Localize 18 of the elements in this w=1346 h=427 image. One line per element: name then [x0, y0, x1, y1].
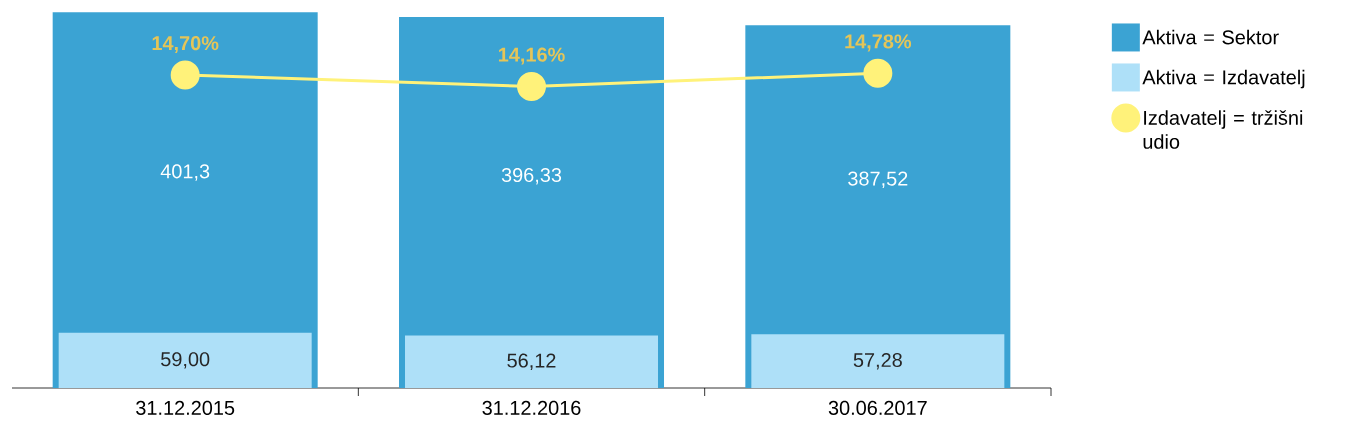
bar [751, 334, 1005, 388]
legend-label: Aktiva = Izdavatelj [1142, 69, 1305, 89]
data-label: 57,28 [853, 352, 902, 370]
data-label: 14,70% [152, 36, 219, 54]
bar [405, 335, 659, 388]
legend-label: Aktiva = Sektor [1142, 29, 1279, 45]
bar [58, 332, 312, 388]
data-label: 396,33 [501, 167, 562, 185]
data-label: 14,78% [845, 34, 912, 52]
data-label: 59,00 [161, 352, 210, 369]
x-tick-label: 31.12.2016 [482, 400, 581, 415]
data-label: 387,52 [848, 171, 908, 188]
x-tick-label: 31.12.2015 [136, 400, 235, 415]
legend-label: Izdavatelj = tržišni udio [1143, 110, 1303, 149]
data-label: 401,3 [160, 164, 210, 181]
data-label: 14,16% [498, 47, 565, 65]
x-tick-label: 30.06.2017 [828, 400, 927, 415]
data-label: 56,12 [507, 353, 556, 370]
